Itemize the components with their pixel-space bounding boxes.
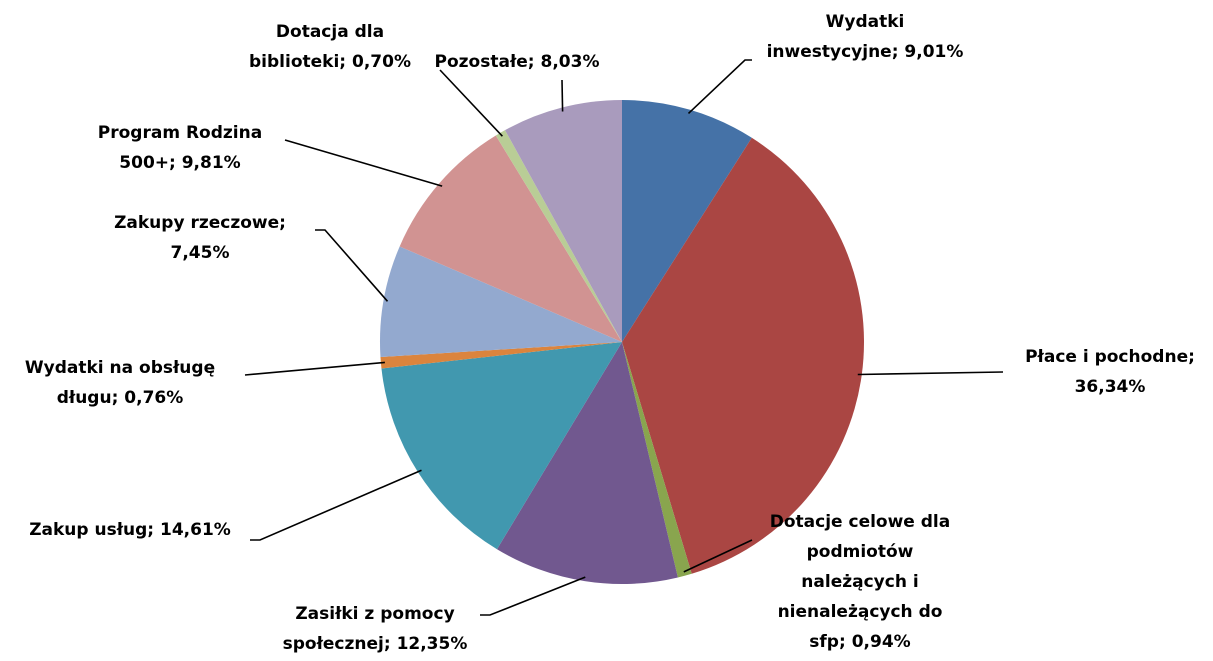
leader-line (480, 576, 586, 616)
leader-line (439, 69, 503, 137)
pie-slice (380, 246, 622, 358)
leader-line (250, 469, 422, 541)
pie-slice (399, 135, 622, 342)
leader-line (244, 361, 385, 376)
label-line: inwestycyjne; 9,01% (767, 42, 964, 62)
data-label: Program Rodzina 500+; 9,81% (98, 123, 262, 173)
label-line: sfp; 0,94% (809, 632, 910, 652)
leader-line (284, 139, 443, 187)
data-label: Płace i pochodne; 36,34% (1025, 347, 1195, 397)
label-line: należących i (801, 572, 918, 592)
pie-slice (381, 342, 622, 550)
data-label: Wydatki inwestycyjne; 9,01% (767, 12, 964, 62)
label-line: Zakup usług; 14,61% (29, 520, 231, 540)
data-label: Pozostałe; 8,03% (435, 52, 600, 72)
label-line: Zakupy rzeczowe; (114, 213, 286, 233)
label-line: biblioteki; 0,70% (249, 52, 411, 72)
data-label: Zakup usług; 14,61% (29, 520, 231, 540)
pie-slice (380, 342, 622, 369)
label-line: Pozostałe; 8,03% (435, 52, 600, 72)
label-line: Zasiłki z pomocy (295, 604, 454, 624)
leader-line (561, 79, 564, 112)
data-label: Dotacje celowe dla podmiotów należących i n… (770, 512, 950, 652)
data-label: Dotacja dla biblioteki; 0,70% (249, 22, 411, 72)
pie-slice (622, 342, 692, 578)
label-line: Wydatki (826, 12, 905, 32)
label-line: 7,45% (171, 243, 230, 263)
data-label: Wydatki na obsługę długu; 0,76% (25, 358, 215, 408)
pie-slice (496, 342, 678, 584)
label-line: nienależących do (778, 602, 943, 622)
label-line: 500+; 9,81% (119, 153, 240, 173)
leader-line (683, 539, 753, 573)
label-line: 36,34% (1075, 377, 1146, 397)
label-line: podmiotów (807, 542, 914, 562)
leader-line (687, 59, 752, 115)
label-line: Dotacje celowe dla (770, 512, 950, 532)
label-line: Program Rodzina (98, 123, 262, 143)
label-line: Płace i pochodne; (1025, 347, 1195, 367)
pie-slice (495, 130, 622, 342)
pie-slice (622, 100, 752, 342)
pie-slice (622, 137, 864, 574)
label-line: Dotacja dla (276, 22, 384, 42)
label-line: Wydatki na obsługę (25, 358, 215, 378)
data-label: Zasiłki z pomocy społecznej; 12,35% (283, 604, 468, 654)
label-line: społecznej; 12,35% (283, 634, 468, 654)
label-line: długu; 0,76% (57, 388, 184, 408)
leader-line (857, 371, 1004, 376)
data-label: Zakupy rzeczowe; 7,45% (114, 213, 286, 263)
pie-slice (505, 100, 622, 342)
leader-line (315, 229, 389, 302)
